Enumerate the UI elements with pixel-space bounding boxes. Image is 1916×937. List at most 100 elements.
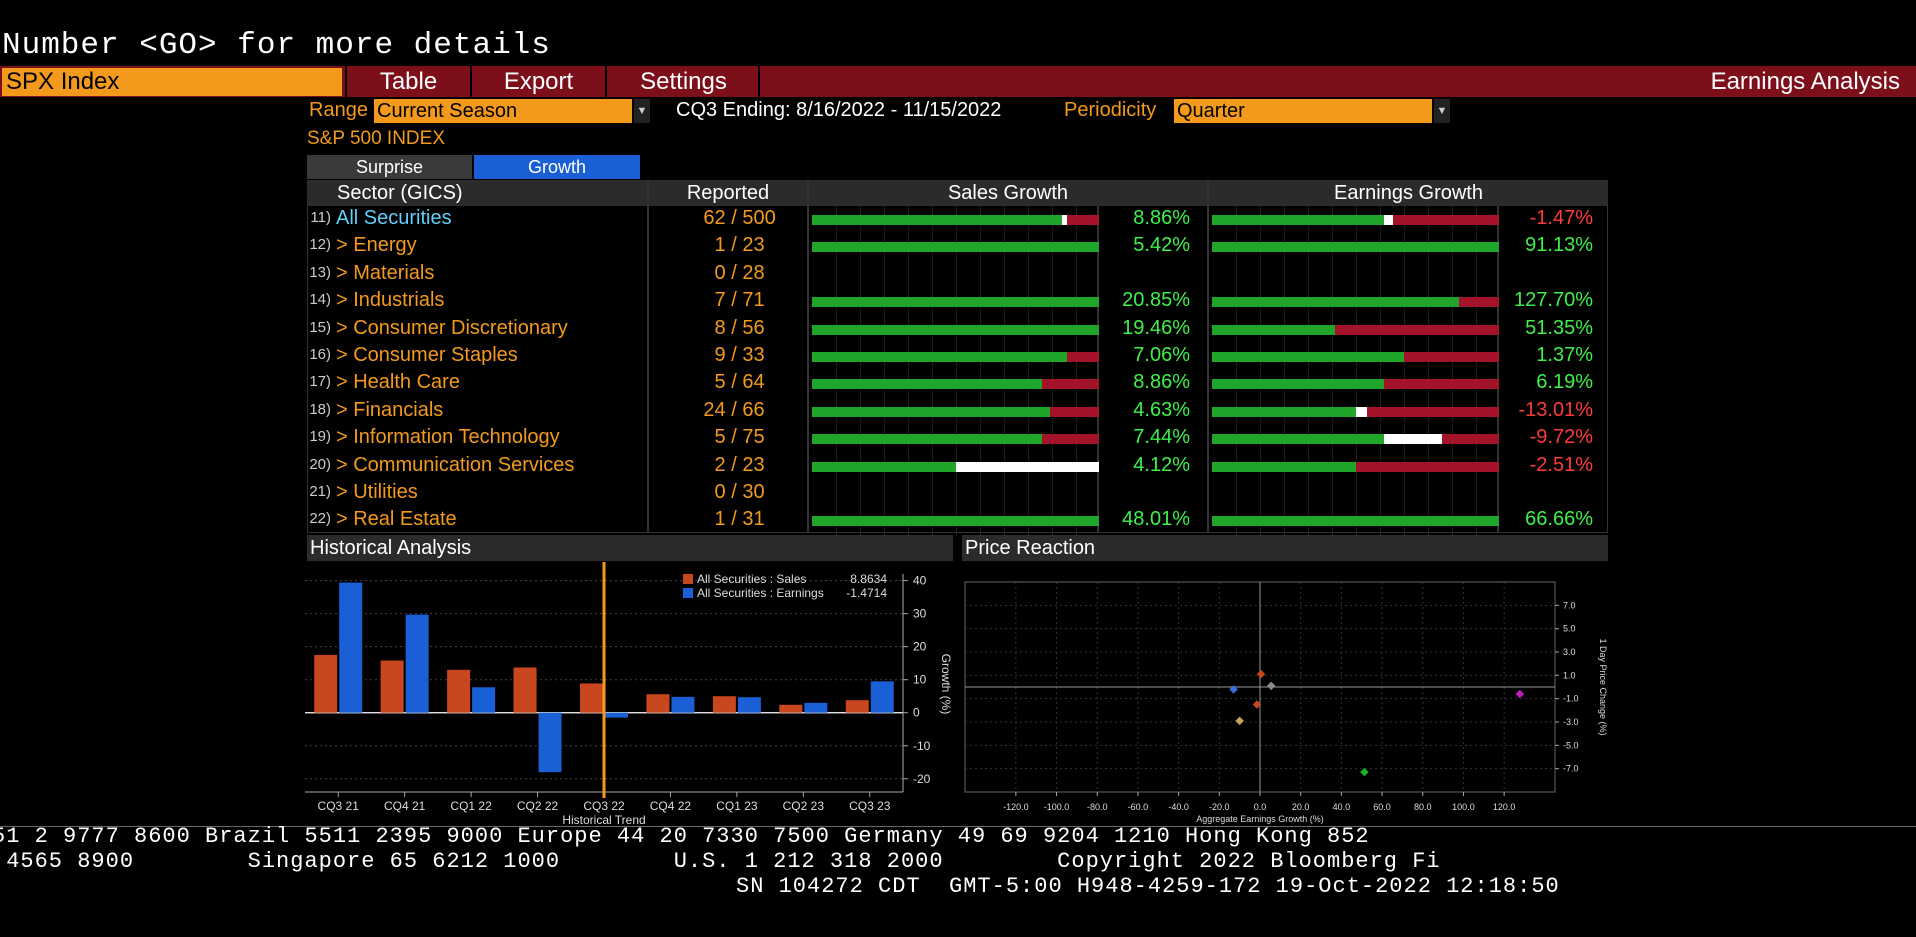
price-reaction-chart[interactable]: -120.0 -100.0 -80.0 -60.0 -40.0 -20.0 0.0 20.0 4…: [960, 570, 1620, 830]
sales-growth-bar: [812, 516, 1099, 527]
footer-line-2: 4565 8900 Singapore 65 6212 1000 U.S. 1 …: [0, 849, 1441, 874]
sector-name[interactable]: > Consumer Discretionary: [336, 316, 568, 339]
earnings-growth-bar: [1212, 352, 1405, 362]
separator: /: [725, 234, 743, 257]
row-number: 18): [309, 400, 331, 418]
earnings-growth-bar: [1384, 379, 1499, 390]
table-row[interactable]: 21) > Utilities 0 / 30: [307, 480, 1608, 507]
table-row[interactable]: 11) All Securities 62 / 500 8.86% -1.47%: [307, 206, 1608, 233]
tab-surprise[interactable]: Surprise: [307, 155, 472, 179]
total-count: 30: [742, 481, 765, 503]
sector-name[interactable]: > Utilities: [336, 481, 418, 503]
separator: /: [725, 371, 743, 394]
row-number: 16): [309, 346, 331, 363]
earnings-bar: [472, 687, 496, 713]
legend-sales-value: 8.8634: [850, 572, 887, 586]
sector-name[interactable]: > Consumer Staples: [336, 344, 518, 366]
x-tick-label: -100.0: [1044, 802, 1070, 812]
legend-earnings-value: -1.4714: [846, 586, 887, 600]
separator: /: [725, 426, 743, 449]
table-row[interactable]: 16) > Consumer Staples 9 / 33 7.06% 1.37%: [307, 343, 1608, 370]
ticker-field[interactable]: SPX Index: [2, 68, 342, 96]
table-row[interactable]: 19) > Information Technology 5 / 75 7.44% -9…: [307, 425, 1608, 452]
sector-name[interactable]: > Industrials: [336, 289, 445, 312]
reported-count: 5: [714, 426, 726, 449]
reported-count: 7: [714, 289, 726, 312]
table-row[interactable]: 14) > Industrials 7 / 71 20.85% 127.70%: [307, 288, 1608, 315]
sales-growth-value: 5.42%: [1133, 234, 1190, 257]
reported-cell: 24 / 66: [649, 399, 807, 422]
separator: /: [725, 481, 743, 503]
sales-growth-header[interactable]: Sales Growth: [809, 180, 1207, 206]
sales-growth-bar: [1061, 215, 1068, 225]
table-row[interactable]: 12) > Energy 1 / 23 5.42% 91.13%: [307, 233, 1608, 260]
range-label: Range: [309, 99, 368, 121]
historical-chart[interactable]: -20 -10 0 10 20 30 40 CQ3 21 CQ4 21 CQ1 22 CQ2 22 C…: [305, 562, 955, 828]
range-dropdown[interactable]: Current Season: [374, 99, 632, 123]
sector-name[interactable]: > Health Care: [336, 371, 460, 394]
sector-name[interactable]: > Real Estate: [336, 508, 457, 531]
command-line[interactable]: Number <GO> for more details: [2, 28, 551, 63]
gridline: [908, 206, 909, 535]
total-count: 33: [742, 344, 765, 366]
reported-header[interactable]: Reported: [649, 180, 807, 206]
range-dropdown-arrow-icon[interactable]: ▼: [634, 99, 650, 123]
table-row[interactable]: 18) > Financials 24 / 66 4.63% -13.01%: [307, 398, 1608, 425]
period-text: CQ3 Ending: 8/16/2022 - 11/15/2022: [676, 99, 1002, 121]
earnings-bar: [737, 697, 761, 713]
periodicity-dropdown-arrow-icon[interactable]: ▼: [1434, 99, 1450, 123]
x-tick-label: -40.0: [1168, 802, 1189, 812]
reported-cell: 5 / 64: [649, 371, 807, 394]
earnings-growth-header[interactable]: Earnings Growth: [1209, 180, 1608, 206]
settings-menu-button[interactable]: Settings: [605, 66, 760, 97]
earnings-bar: [605, 712, 628, 718]
separator: /: [725, 344, 743, 366]
sales-growth-bar: [812, 242, 1099, 253]
earnings-bar: [671, 696, 695, 713]
total-count: 56: [742, 316, 765, 339]
y-tick-label: -20: [913, 772, 931, 786]
column-divider: [647, 180, 649, 533]
gridline: [1428, 206, 1429, 535]
table-row[interactable]: 20) > Communication Services 2 / 23 4.12% -2…: [307, 453, 1608, 480]
separator: /: [725, 453, 743, 476]
export-menu-button[interactable]: Export: [470, 66, 605, 97]
sector-name[interactable]: > Information Technology: [336, 426, 560, 449]
tab-growth[interactable]: Growth: [474, 155, 640, 179]
earnings-growth-value: -13.01%: [1518, 398, 1594, 421]
x-tick-label: 120.0: [1493, 802, 1516, 812]
sector-name[interactable]: > Financials: [336, 398, 444, 421]
y-axis-title: 1 Day Price Change (%): [1598, 638, 1608, 735]
table-row[interactable]: 15) > Consumer Discretionary 8 / 56 19.46% 5…: [307, 316, 1608, 343]
table-row[interactable]: 13) > Materials 0 / 28: [307, 261, 1608, 288]
sector-name[interactable]: > Materials: [336, 261, 435, 284]
total-count: 64: [742, 371, 765, 394]
sector-name[interactable]: > Energy: [336, 234, 417, 257]
x-tick-label: CQ2 23: [783, 799, 825, 813]
gridline: [1452, 206, 1453, 535]
reported-count: 5: [714, 371, 726, 394]
row-number: 12): [309, 236, 331, 254]
gridline: [1076, 206, 1077, 535]
sector-name[interactable]: All Securities: [336, 207, 452, 229]
row-number: 20): [309, 455, 331, 473]
x-tick-label: CQ3 23: [849, 799, 891, 813]
gridline: [836, 206, 837, 535]
reported-cell: 0 / 28: [649, 262, 807, 285]
reported-cell: 9 / 33: [649, 344, 807, 367]
gridline: [1052, 206, 1053, 535]
sales-bar: [580, 683, 603, 713]
table-row[interactable]: 17) > Health Care 5 / 64 8.86% 6.19%: [307, 370, 1608, 397]
row-number: 11): [310, 209, 331, 226]
column-divider: [1097, 206, 1099, 533]
table-menu-button[interactable]: Table: [345, 66, 470, 97]
sector-name[interactable]: > Communication Services: [336, 453, 575, 476]
periodicity-dropdown[interactable]: Quarter: [1174, 99, 1432, 123]
x-tick-label: CQ4 21: [384, 799, 426, 813]
separator: /: [725, 289, 743, 312]
table-row[interactable]: 22) > Real Estate 1 / 31 48.01% 66.66%: [307, 507, 1608, 534]
total-count: 31: [742, 508, 765, 531]
sector-header[interactable]: Sector (GICS): [307, 180, 647, 206]
separator: /: [725, 398, 743, 421]
x-axis-title: Aggregate Earnings Growth (%): [1196, 814, 1324, 824]
